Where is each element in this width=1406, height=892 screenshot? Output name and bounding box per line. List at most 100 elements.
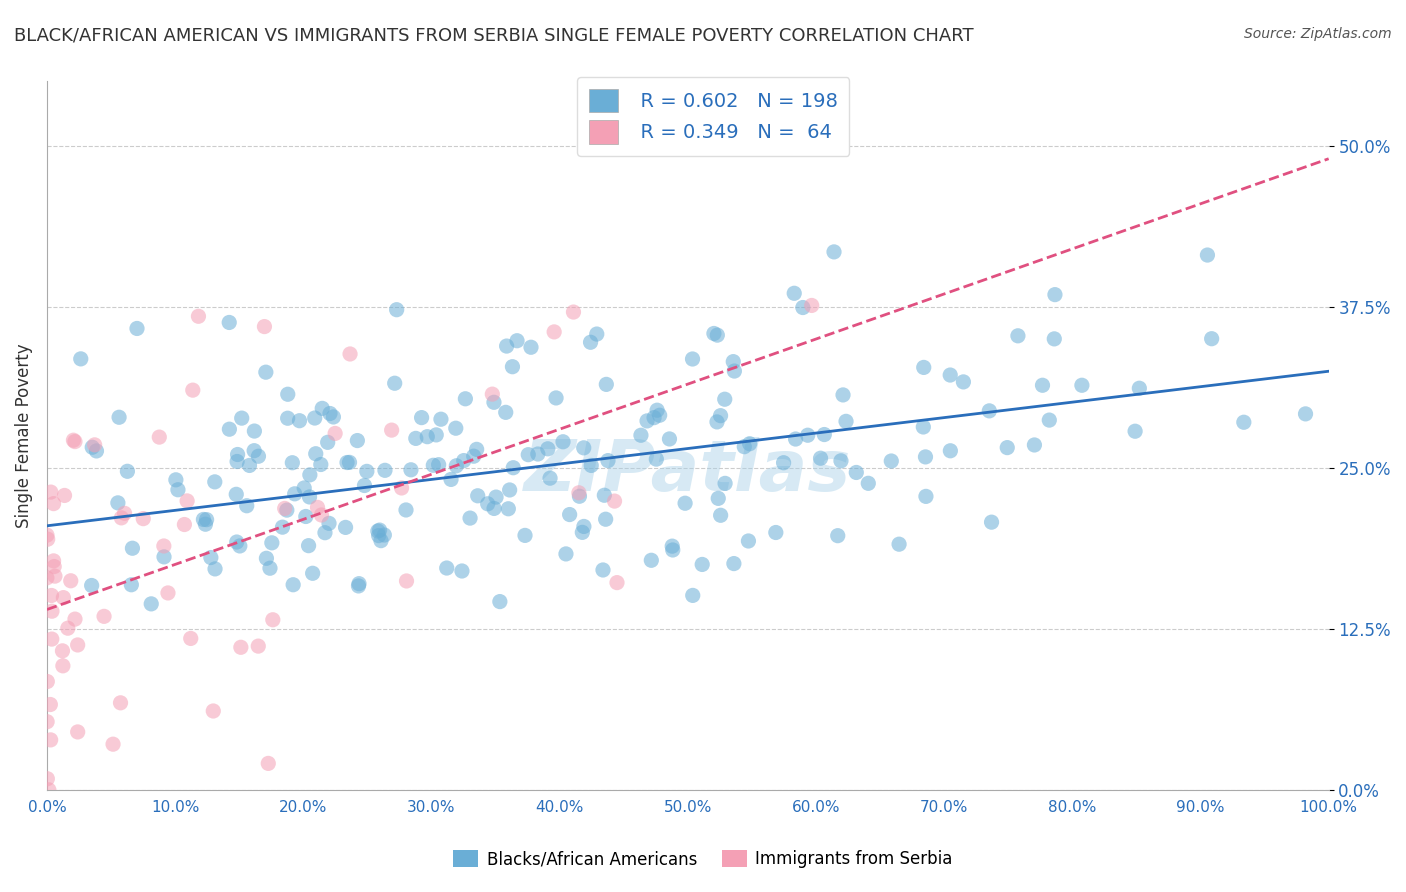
Immigrants from Serbia [51, 644, 73, 658]
Legend:   R = 0.602   N = 198,   R = 0.349   N =  64: R = 0.602 N = 198, R = 0.349 N = 64 [578, 77, 849, 155]
Immigrants from Serbia [41, 604, 63, 618]
Blacks/African Americans [502, 460, 524, 475]
Blacks/African Americans [427, 458, 450, 472]
Blacks/African Americans [318, 516, 340, 531]
Blacks/African Americans [295, 509, 318, 524]
Blacks/African Americans [482, 395, 505, 409]
Blacks/African Americans [193, 512, 215, 526]
Immigrants from Serbia [37, 714, 59, 729]
Blacks/African Americans [311, 401, 333, 416]
Immigrants from Serbia [187, 310, 209, 324]
Immigrants from Serbia [307, 500, 329, 515]
Blacks/African Americans [581, 458, 603, 473]
Immigrants from Serbia [603, 494, 626, 508]
Blacks/African Americans [235, 499, 257, 513]
Blacks/African Americans [229, 539, 252, 553]
Blacks/African Americans [80, 578, 103, 592]
Immigrants from Serbia [273, 501, 295, 516]
Blacks/African Americans [1031, 378, 1053, 392]
Blacks/African Americans [544, 391, 567, 405]
Blacks/African Americans [346, 434, 368, 448]
Blacks/African Americans [367, 528, 389, 542]
Blacks/African Americans [939, 368, 962, 382]
Immigrants from Serbia [41, 589, 63, 603]
Blacks/African Americans [498, 483, 520, 497]
Immigrants from Serbia [66, 725, 89, 739]
Blacks/African Americans [395, 503, 418, 517]
Blacks/African Americans [939, 443, 962, 458]
Immigrants from Serbia [114, 506, 136, 520]
Blacks/African Americans [952, 375, 974, 389]
Blacks/African Americans [353, 478, 375, 492]
Blacks/African Americans [305, 447, 328, 461]
Immigrants from Serbia [53, 488, 76, 502]
Blacks/African Americans [706, 415, 728, 429]
Immigrants from Serbia [35, 571, 58, 585]
Blacks/African Americans [335, 520, 357, 534]
Immigrants from Serbia [323, 426, 346, 441]
Blacks/African Americans [568, 489, 591, 503]
Y-axis label: Single Female Poverty: Single Female Poverty [15, 343, 32, 528]
Blacks/African Americans [527, 447, 550, 461]
Blacks/African Americans [319, 407, 342, 421]
Blacks/African Americans [165, 473, 187, 487]
Blacks/African Americans [477, 497, 499, 511]
Blacks/African Americans [661, 543, 683, 558]
Immigrants from Serbia [62, 434, 84, 448]
Blacks/African Americans [1038, 413, 1060, 427]
Blacks/African Americans [887, 537, 910, 551]
Blacks/African Americans [489, 594, 512, 608]
Legend: Blacks/African Americans, Immigrants from Serbia: Blacks/African Americans, Immigrants fro… [447, 843, 959, 875]
Blacks/African Americans [912, 360, 935, 375]
Blacks/African Americans [661, 539, 683, 553]
Blacks/African Americans [1043, 287, 1066, 301]
Blacks/African Americans [980, 515, 1002, 529]
Blacks/African Americans [835, 414, 858, 428]
Blacks/African Americans [276, 503, 298, 517]
Immigrants from Serbia [180, 632, 202, 646]
Blacks/African Americans [995, 441, 1018, 455]
Immigrants from Serbia [110, 696, 132, 710]
Blacks/African Americans [737, 533, 759, 548]
Blacks/African Americans [645, 403, 668, 417]
Blacks/African Americans [297, 539, 319, 553]
Blacks/African Americans [630, 428, 652, 442]
Blacks/African Americans [309, 458, 332, 472]
Blacks/African Americans [703, 326, 725, 341]
Blacks/African Americans [195, 513, 218, 527]
Blacks/African Americans [640, 553, 662, 567]
Immigrants from Serbia [42, 554, 65, 568]
Blacks/African Americans [281, 456, 304, 470]
Blacks/African Americans [555, 547, 578, 561]
Blacks/African Americans [772, 456, 794, 470]
Blacks/African Americans [153, 549, 176, 564]
Blacks/African Americans [336, 456, 359, 470]
Immigrants from Serbia [101, 737, 124, 751]
Blacks/African Americans [225, 535, 247, 549]
Blacks/African Americans [1007, 328, 1029, 343]
Blacks/African Americans [538, 471, 561, 485]
Immigrants from Serbia [481, 387, 503, 401]
Blacks/African Americans [579, 335, 602, 350]
Blacks/African Americans [796, 428, 818, 442]
Blacks/African Americans [595, 512, 617, 526]
Blacks/African Americans [723, 354, 745, 368]
Blacks/African Americans [247, 449, 270, 463]
Blacks/African Americans [498, 501, 520, 516]
Blacks/African Americans [537, 442, 560, 456]
Immigrants from Serbia [800, 298, 823, 312]
Blacks/African Americans [125, 321, 148, 335]
Blacks/African Americans [785, 432, 807, 446]
Blacks/African Americans [1123, 424, 1146, 438]
Blacks/African Americans [446, 458, 468, 473]
Blacks/African Americans [1070, 378, 1092, 392]
Blacks/African Americans [506, 334, 529, 348]
Blacks/African Americans [979, 404, 1001, 418]
Blacks/African Americans [783, 286, 806, 301]
Immigrants from Serbia [35, 528, 58, 542]
Blacks/African Americans [444, 421, 467, 435]
Immigrants from Serbia [37, 772, 59, 786]
Blacks/African Americans [121, 541, 143, 556]
Blacks/African Americans [595, 377, 617, 392]
Blacks/African Americans [254, 551, 277, 566]
